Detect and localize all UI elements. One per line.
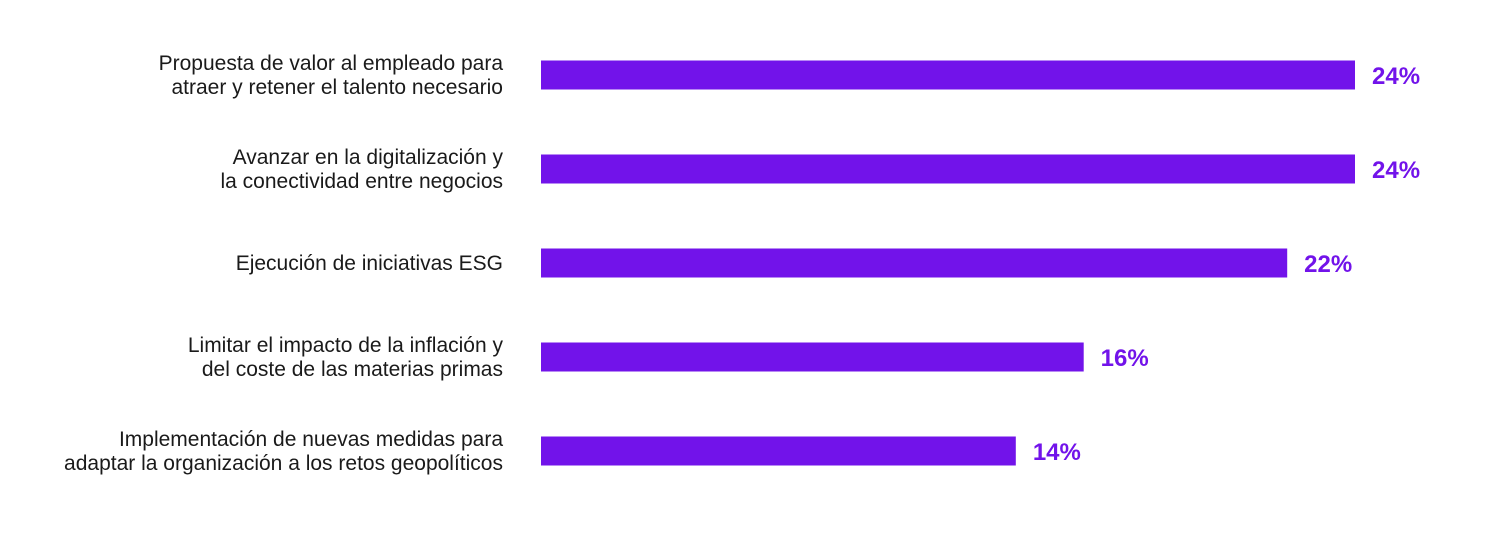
- category-label-1-line-2: atraer y retener el talento necesario: [171, 76, 503, 99]
- value-label-2: 24%: [1372, 157, 1420, 184]
- bar-5: [541, 436, 1016, 466]
- bar-3: [541, 248, 1288, 278]
- category-label-5-line-1: Implementación de nuevas medidas para: [119, 428, 503, 451]
- category-label-2-line-1: Avanzar en la digitalización y: [233, 146, 504, 169]
- category-label-4-line-2: del coste de las materias primas: [202, 358, 503, 381]
- category-label-5-line-2: adaptar la organización a los retos geop…: [64, 452, 503, 475]
- value-label-1: 24%: [1372, 63, 1420, 90]
- category-label-2-line-2: la conectividad entre negocios: [220, 170, 503, 193]
- category-label-4-line-1: Limitar el impacto de la inflación y: [188, 334, 504, 357]
- value-label-5: 14%: [1033, 439, 1081, 466]
- category-label-3-line-1: Ejecución de iniciativas ESG: [236, 252, 503, 275]
- value-label-4: 16%: [1101, 345, 1149, 372]
- category-label-1-line-1: Propuesta de valor al empleado para: [159, 52, 504, 75]
- bar-1: [541, 60, 1355, 90]
- bar-4: [541, 342, 1084, 372]
- value-label-3: 22%: [1304, 251, 1352, 278]
- bar-2: [541, 154, 1355, 184]
